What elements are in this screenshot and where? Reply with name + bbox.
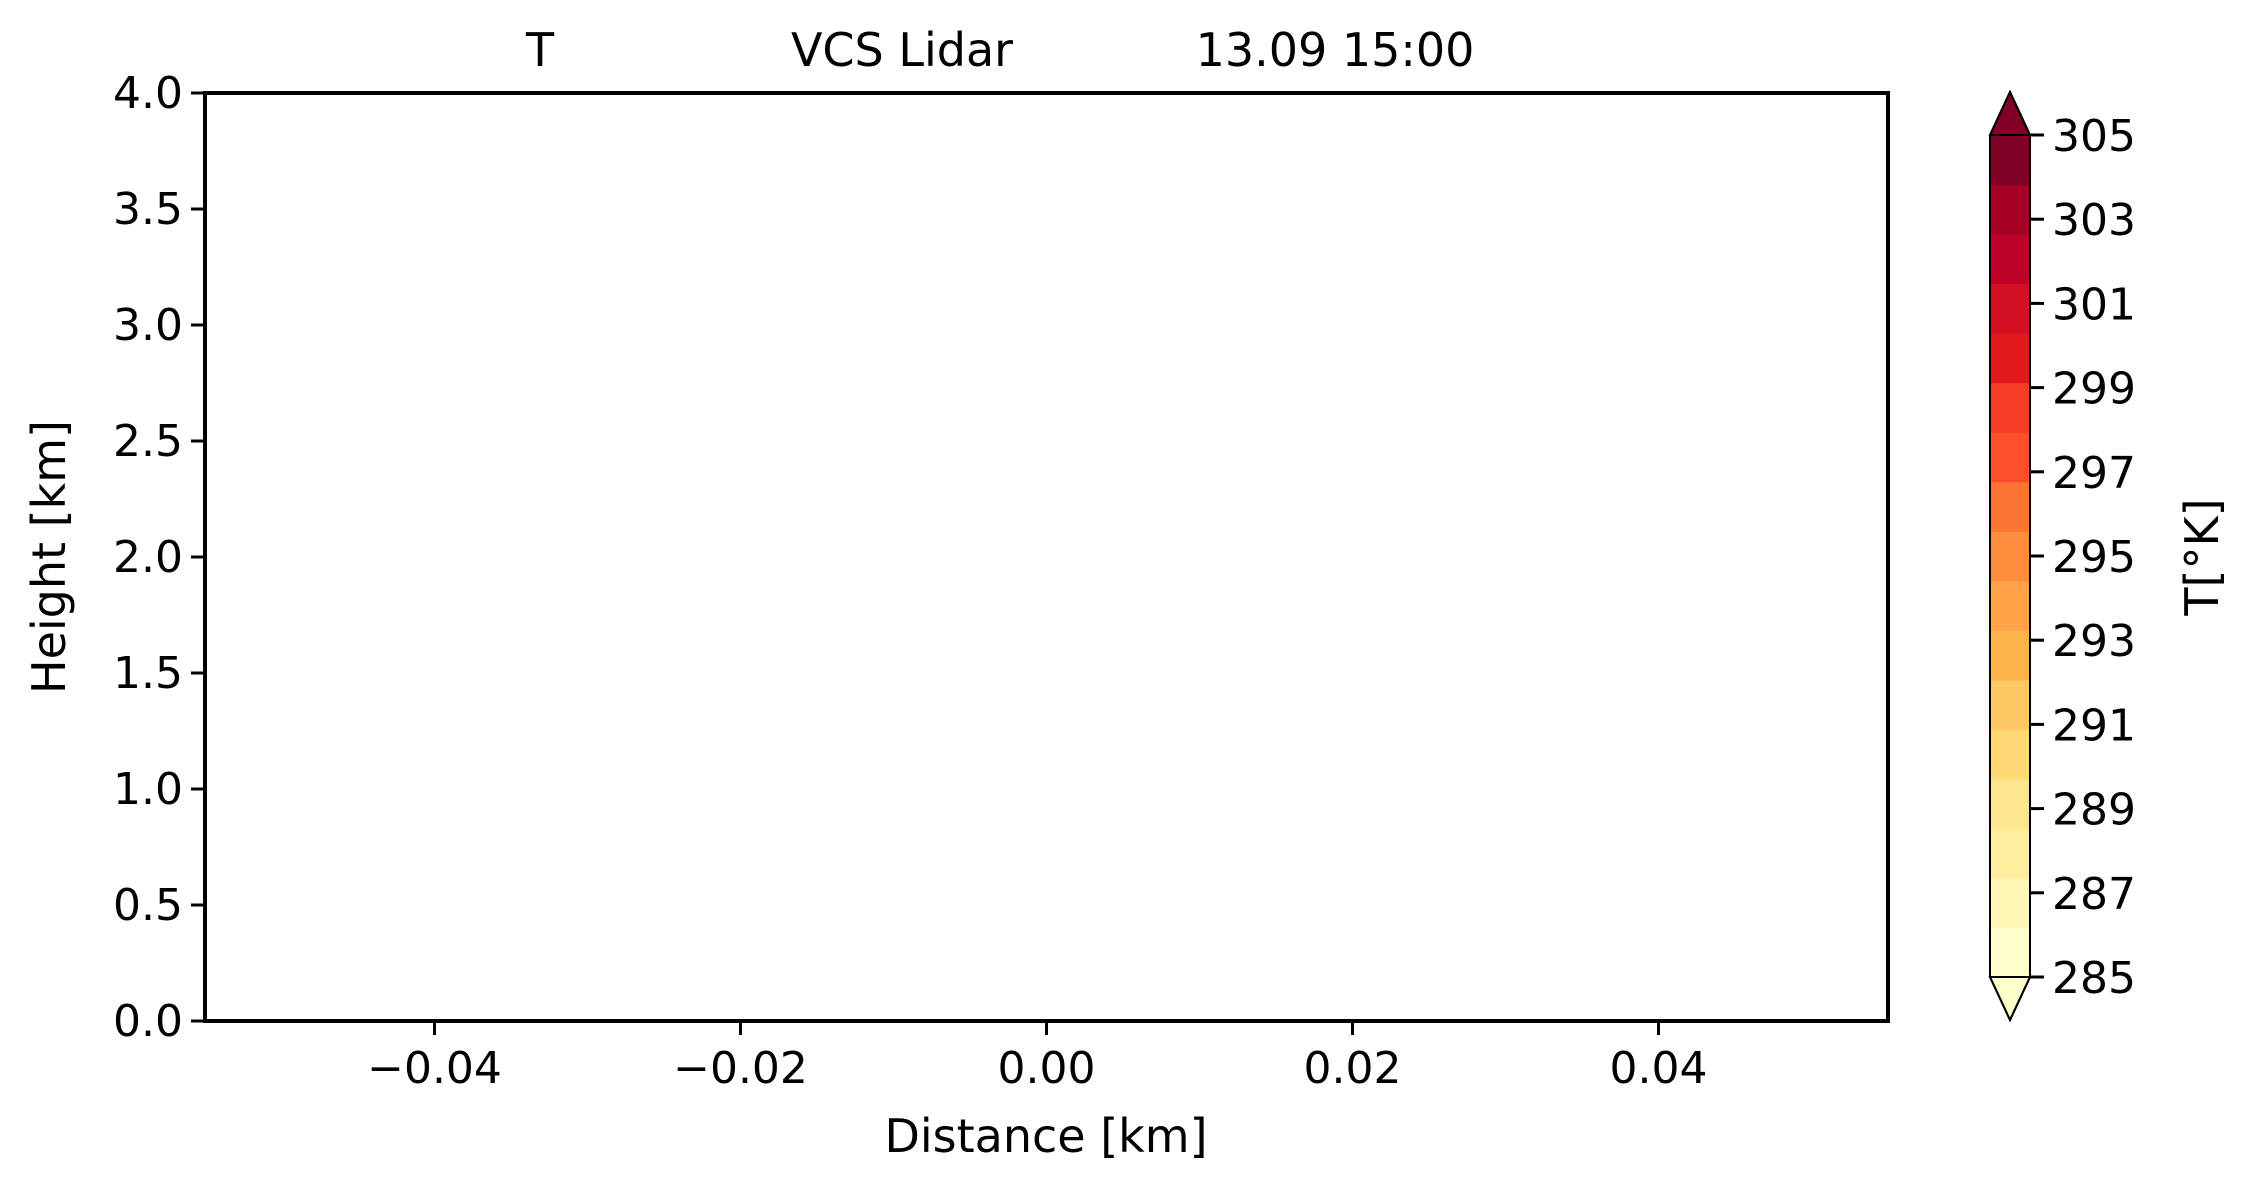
colorbar-segment bbox=[1990, 432, 2030, 483]
x-axis-label: Distance [km] bbox=[884, 1109, 1207, 1163]
y-tick-label: 1.0 bbox=[113, 764, 183, 815]
colorbar-segment bbox=[1990, 580, 2030, 631]
colorbar-tick-label: 303 bbox=[2052, 195, 2136, 246]
x-tick-label: −0.02 bbox=[673, 1043, 808, 1094]
y-tick-label: 0.5 bbox=[113, 880, 183, 931]
colorbar-tick-label: 287 bbox=[2052, 869, 2136, 920]
colorbar-tick-label: 293 bbox=[2052, 616, 2136, 667]
x-axis: −0.04 −0.02 0.00 0.02 0.04 bbox=[367, 1021, 1707, 1094]
x-tick-label: 0.02 bbox=[1304, 1043, 1402, 1094]
colorbar-tick-label: 301 bbox=[2052, 279, 2136, 330]
colorbar-segment bbox=[1990, 184, 2030, 235]
colorbar-tick-label: 305 bbox=[2052, 111, 2136, 162]
colorbar-segment bbox=[1990, 135, 2030, 186]
colorbar-segment bbox=[1990, 333, 2030, 384]
colorbar-segment bbox=[1990, 877, 2030, 929]
colorbar-segment bbox=[1990, 283, 2030, 334]
colorbar-tick-label: 297 bbox=[2052, 448, 2136, 499]
title-timestamp: 13.09 15:00 bbox=[1196, 23, 1475, 77]
colorbar-segment bbox=[1990, 778, 2030, 830]
y-tick-label: 0.0 bbox=[113, 996, 183, 1047]
y-tick-label: 2.5 bbox=[113, 416, 183, 467]
plot-area bbox=[203, 91, 1890, 1023]
colorbar-tick-label: 289 bbox=[2052, 785, 2136, 836]
title-variable: T bbox=[525, 23, 555, 77]
colorbar-segment bbox=[1990, 234, 2030, 285]
y-axis: 0.0 0.5 1.0 1.5 2.0 2.5 3.0 3.5 4.0 bbox=[113, 68, 205, 1047]
colorbar-segment bbox=[1990, 679, 2030, 730]
colorbar-segment bbox=[1990, 828, 2030, 879]
colorbar-segment bbox=[1990, 630, 2030, 681]
colorbar-segment bbox=[1990, 729, 2030, 780]
colorbar-segment bbox=[1990, 531, 2030, 582]
y-tick-label: 3.5 bbox=[113, 184, 183, 235]
y-tick-label: 1.5 bbox=[113, 648, 183, 699]
colorbar-label: T[°K] bbox=[2175, 498, 2229, 616]
y-tick-label: 4.0 bbox=[113, 68, 183, 119]
colorbar-tick-label: 299 bbox=[2052, 364, 2136, 415]
title-source: VCS Lidar bbox=[791, 23, 1013, 77]
y-axis-label: Height [km] bbox=[22, 420, 76, 694]
colorbar-tick-label: 291 bbox=[2052, 700, 2136, 751]
colorbar-segment bbox=[1990, 481, 2030, 532]
colorbar-segment bbox=[1990, 382, 2030, 433]
colorbar-segment bbox=[1990, 927, 2030, 978]
colorbar: 285 287 289 291 293 295 297 299 301 303 305 bbox=[1988, 89, 2136, 1023]
y-tick-label: 3.0 bbox=[113, 300, 183, 351]
x-tick-label: 0.00 bbox=[998, 1043, 1096, 1094]
x-tick-label: 0.04 bbox=[1610, 1043, 1708, 1094]
colorbar-tick-label: 295 bbox=[2052, 532, 2136, 583]
x-tick-label: −0.04 bbox=[367, 1043, 502, 1094]
colorbar-tick-label: 285 bbox=[2052, 953, 2136, 1004]
y-tick-label: 2.0 bbox=[113, 532, 183, 583]
